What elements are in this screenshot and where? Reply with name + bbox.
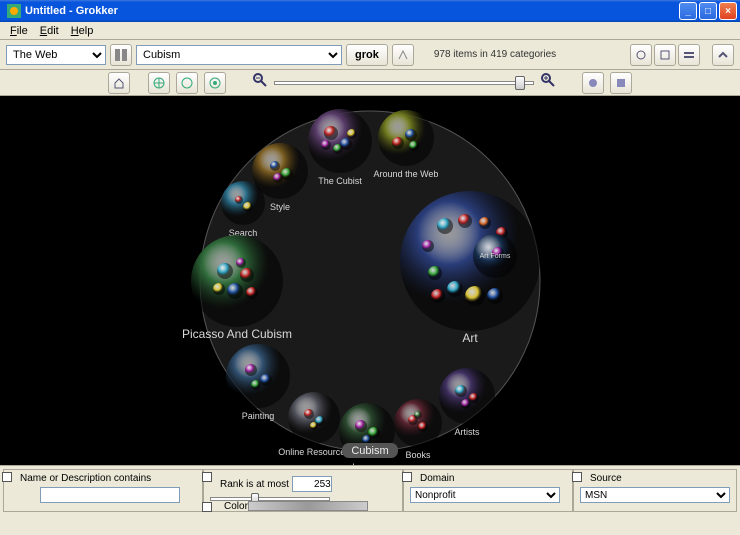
menu-edit[interactable]: Edit <box>34 25 65 37</box>
filter-rank-value[interactable] <box>292 476 332 492</box>
svg-text:Online Resources: Online Resources <box>278 447 350 457</box>
filter-source-dropdown[interactable]: MSN <box>580 487 730 503</box>
window-titlebar: Untitled - Grokker _ □ × <box>0 0 740 22</box>
nav-globe-2[interactable] <box>176 72 198 94</box>
svg-text:Around the Web: Around the Web <box>374 169 439 179</box>
view-btn-1[interactable] <box>630 44 652 66</box>
filter-name-checkbox[interactable] <box>2 472 12 482</box>
toolbar-zoom <box>0 70 740 96</box>
home-button[interactable] <box>108 72 130 94</box>
status-text: 978 items in 419 categories <box>434 49 556 60</box>
expand-button[interactable] <box>712 44 734 66</box>
menubar: File Edit Help <box>0 22 740 40</box>
filter-name-label: Name or Description contains <box>20 473 151 484</box>
zoom-out-icon[interactable] <box>252 72 268 93</box>
svg-text:Picasso And Cubism: Picasso And Cubism <box>182 327 292 341</box>
menu-file[interactable]: File <box>4 25 34 37</box>
filter-rank-checkbox[interactable] <box>202 472 212 482</box>
zoom-slider[interactable] <box>274 81 534 85</box>
filter-rank-panel: Rank is at most Color <box>203 469 403 512</box>
filter-color-checkbox[interactable] <box>202 502 212 512</box>
toolbar-main: The Web Cubism grok 978 items in 419 cat… <box>0 40 740 70</box>
view-btn-2[interactable] <box>654 44 676 66</box>
svg-text:Art: Art <box>462 331 478 345</box>
view-mode-square[interactable] <box>610 72 632 94</box>
scope-dropdown[interactable]: The Web <box>6 45 106 65</box>
window-close-button[interactable]: × <box>719 2 737 20</box>
menu-help[interactable]: Help <box>65 25 100 37</box>
filter-name-input[interactable] <box>40 487 180 503</box>
view-mode-circle[interactable] <box>582 72 604 94</box>
filter-source-checkbox[interactable] <box>572 472 582 482</box>
window-minimize-button[interactable]: _ <box>679 2 697 20</box>
nav-globe-1[interactable] <box>148 72 170 94</box>
window-maximize-button[interactable]: □ <box>699 2 717 20</box>
svg-text:Images: Images <box>352 462 382 465</box>
grok-button[interactable]: grok <box>346 44 388 66</box>
filter-color-bar[interactable] <box>248 501 368 511</box>
filter-bar: Name or Description contains Rank is at … <box>0 465 740 515</box>
layout-toggle-button[interactable] <box>110 44 132 66</box>
filter-rank-label: Rank is at most <box>220 479 289 490</box>
filter-source-label: Source <box>590 473 622 484</box>
svg-text:Artists: Artists <box>454 427 480 437</box>
svg-text:Cubism: Cubism <box>351 445 388 457</box>
nav-globe-3[interactable] <box>204 72 226 94</box>
filter-domain-checkbox[interactable] <box>402 472 412 482</box>
zoom-in-icon[interactable] <box>540 72 556 93</box>
filter-domain-panel: Domain Nonprofit <box>403 469 573 512</box>
filter-name-panel: Name or Description contains <box>3 469 203 512</box>
filter-color-label: Color <box>224 501 248 512</box>
svg-text:Painting: Painting <box>242 411 275 421</box>
search-input[interactable]: Cubism <box>136 45 342 65</box>
svg-text:Books: Books <box>405 450 431 460</box>
grok-secondary-button[interactable] <box>392 44 414 66</box>
svg-text:Art Forms: Art Forms <box>480 253 511 260</box>
svg-text:Style: Style <box>270 202 290 212</box>
window-title: Untitled - Grokker <box>25 5 679 17</box>
app-icon <box>7 4 21 18</box>
filter-source-panel: Source MSN <box>573 469 737 512</box>
visualization-area[interactable]: The CubistAround the WebStyleSearchPicas… <box>0 96 740 465</box>
filter-domain-label: Domain <box>420 473 454 484</box>
svg-text:The Cubist: The Cubist <box>318 176 362 186</box>
filter-domain-dropdown[interactable]: Nonprofit <box>410 487 560 503</box>
view-btn-3[interactable] <box>678 44 700 66</box>
